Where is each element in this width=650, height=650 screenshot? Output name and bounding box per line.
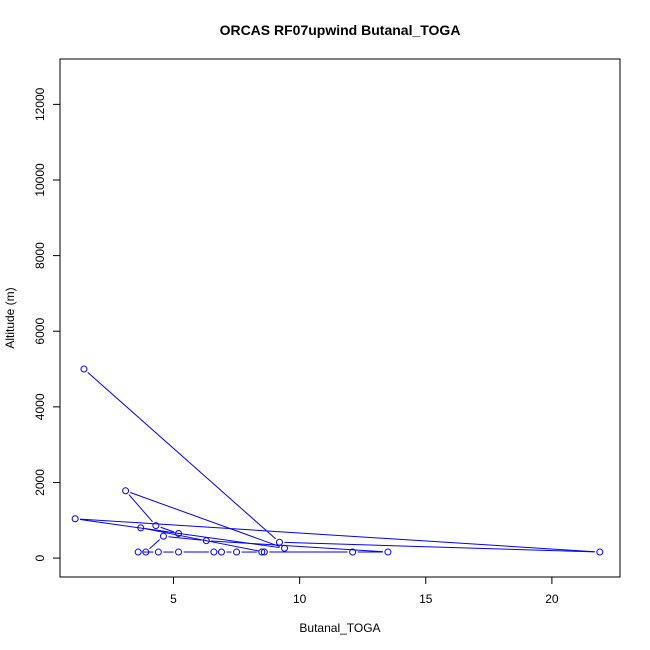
data-point [175, 548, 183, 556]
data-point [134, 548, 142, 556]
y-tick-label: 4000 [33, 393, 47, 420]
y-tick-label: 12000 [33, 87, 47, 121]
y-axis: 0 2000 4000 6000 8000 10000 12000 [33, 87, 61, 561]
data-point [122, 487, 130, 495]
data-point [233, 548, 241, 556]
data-point [275, 538, 283, 546]
plot-area-frame [59, 58, 621, 578]
x-axis: 5 10 15 20 [170, 576, 559, 606]
data-point [202, 537, 210, 545]
data-point [159, 532, 167, 540]
series-segment [80, 518, 595, 553]
series-segment [130, 492, 280, 548]
data-point [137, 524, 145, 532]
series-layer [71, 365, 604, 556]
series-segment [87, 371, 277, 540]
y-axis-label: Altitude (m) [3, 287, 17, 348]
y-tick-label: 8000 [33, 242, 47, 269]
data-point [596, 548, 604, 556]
data-point [217, 548, 225, 556]
x-axis-label: Butanal_TOGA [299, 621, 380, 635]
x-tick-label: 10 [293, 592, 307, 606]
series-segment [149, 539, 161, 550]
data-point [80, 365, 88, 373]
data-point [349, 548, 357, 556]
y-tick-label: 0 [33, 554, 47, 561]
data-point [260, 548, 268, 556]
data-point [175, 530, 183, 538]
x-tick-label: 5 [170, 592, 177, 606]
data-point [281, 544, 289, 552]
x-tick-label: 20 [545, 592, 559, 606]
data-point [71, 515, 79, 523]
data-point [258, 548, 266, 556]
chart-title: ORCAS RF07upwind Butanal_TOGA [220, 22, 461, 38]
series-segment [145, 528, 260, 552]
x-tick-label: 15 [419, 592, 433, 606]
y-tick-label: 10000 [33, 163, 47, 197]
y-tick-label: 2000 [33, 469, 47, 496]
series-segment [284, 541, 595, 553]
data-point [142, 548, 150, 556]
data-point [210, 548, 218, 556]
y-tick-label: 6000 [33, 318, 47, 345]
series-segment [160, 526, 175, 533]
data-point [152, 522, 160, 530]
series-segment [128, 494, 153, 523]
data-point [154, 548, 162, 556]
series-segment [168, 536, 202, 541]
data-point [384, 548, 392, 556]
